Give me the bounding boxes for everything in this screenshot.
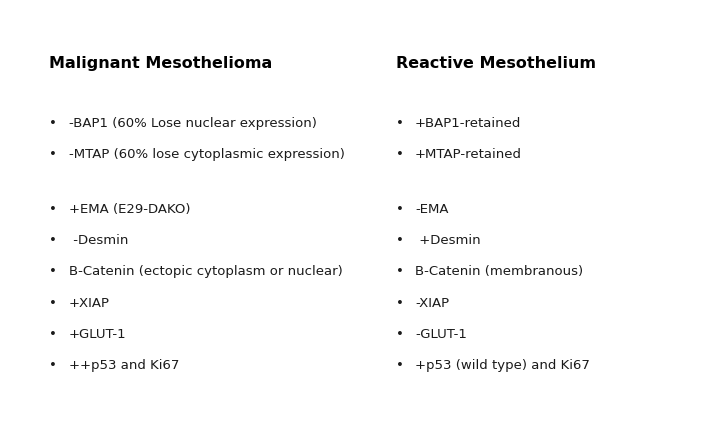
Text: +EMA (E29-DAKO): +EMA (E29-DAKO)	[69, 203, 190, 216]
Text: •: •	[396, 117, 404, 130]
Text: B-Catenin (membranous): B-Catenin (membranous)	[415, 265, 583, 278]
Text: -MTAP (60% lose cytoplasmic expression): -MTAP (60% lose cytoplasmic expression)	[69, 148, 344, 161]
Text: •: •	[49, 117, 57, 130]
Text: +Desmin: +Desmin	[415, 234, 481, 247]
Text: •: •	[396, 234, 404, 247]
Text: •: •	[49, 328, 57, 341]
Text: •: •	[396, 203, 404, 216]
Text: -XIAP: -XIAP	[415, 297, 449, 310]
Text: +BAP1-retained: +BAP1-retained	[415, 117, 521, 130]
Text: -Desmin: -Desmin	[69, 234, 128, 247]
Text: -EMA: -EMA	[415, 203, 448, 216]
Text: •: •	[396, 148, 404, 161]
Text: •: •	[49, 234, 57, 247]
Text: •: •	[49, 265, 57, 278]
Text: •: •	[49, 203, 57, 216]
Text: •: •	[396, 359, 404, 372]
Text: B-Catenin (ectopic cytoplasm or nuclear): B-Catenin (ectopic cytoplasm or nuclear)	[69, 265, 342, 278]
Text: Malignant Mesothelioma: Malignant Mesothelioma	[49, 56, 273, 71]
Text: •: •	[49, 359, 57, 372]
Text: +GLUT-1: +GLUT-1	[69, 328, 127, 341]
Text: -BAP1 (60% Lose nuclear expression): -BAP1 (60% Lose nuclear expression)	[69, 117, 317, 130]
Text: +p53 (wild type) and Ki67: +p53 (wild type) and Ki67	[415, 359, 590, 372]
Text: •: •	[396, 328, 404, 341]
Text: -GLUT-1: -GLUT-1	[415, 328, 467, 341]
Text: +MTAP-retained: +MTAP-retained	[415, 148, 522, 161]
Text: ++p53 and Ki67: ++p53 and Ki67	[69, 359, 179, 372]
Text: •: •	[49, 297, 57, 310]
Text: •: •	[396, 265, 404, 278]
Text: Reactive Mesothelium: Reactive Mesothelium	[396, 56, 596, 71]
Text: •: •	[396, 297, 404, 310]
Text: +XIAP: +XIAP	[69, 297, 110, 310]
Text: •: •	[49, 148, 57, 161]
